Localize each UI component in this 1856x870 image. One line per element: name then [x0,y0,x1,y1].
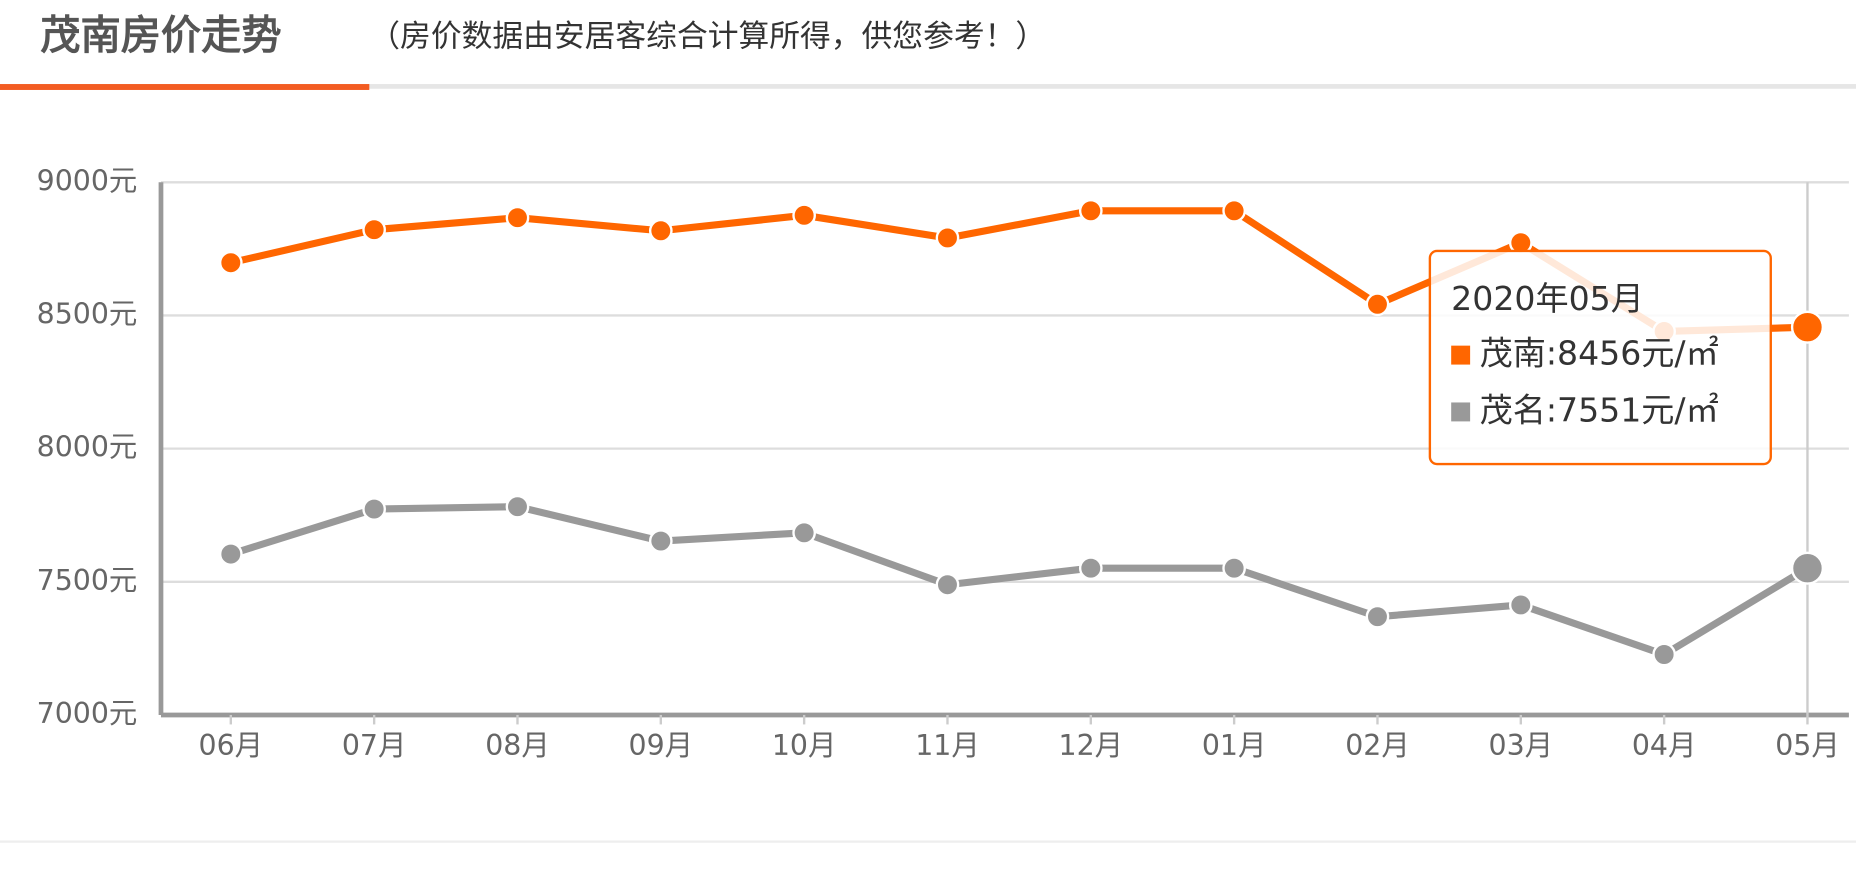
y-tick-label: 8500元 [37,297,138,330]
tooltip-swatch [1451,402,1471,422]
point [1365,292,1390,317]
page-title: 茂南房价走势 [40,13,281,59]
point [1508,593,1533,617]
point [505,494,530,519]
point [1078,556,1103,581]
tooltip-item: 茂名:7551元/㎡ [1480,390,1719,429]
x-tick-label: 08月 [485,729,550,762]
point [218,250,243,275]
point [792,520,816,545]
x-tick-label: 09月 [629,729,694,762]
x-tick-label: 11月 [915,729,980,762]
point [792,203,816,228]
y-tick-label: 9000元 [37,164,138,197]
tooltip-box [1428,249,1772,466]
x-tick-label: 12月 [1059,729,1124,762]
y-tick-label: 8000元 [37,431,138,464]
point [935,572,960,597]
point [1652,642,1676,667]
series-line [229,503,1810,659]
point [648,218,673,243]
point [505,205,530,230]
point [648,529,673,553]
point [362,217,386,242]
tab-active [0,84,370,90]
x-tick-label: 05月 [1775,729,1840,762]
x-tick-label: 06月 [199,729,264,762]
tooltip-swatch [1451,345,1471,365]
point [1078,198,1103,223]
point [1222,556,1246,581]
x-tick-label: 02月 [1345,729,1410,762]
point [1222,198,1246,223]
page-subtitle: （房价数据由安居客综合计算所得，供您参考！） [369,18,1046,54]
point [362,497,386,521]
point [218,542,243,566]
bottom-rule [0,840,1856,843]
tooltip-title: 2020年05月 [1451,279,1644,318]
point [1365,604,1390,629]
x-tick-label: 10月 [772,729,837,762]
point [1790,551,1825,585]
point [935,226,960,250]
y-tick-label: 7000元 [37,697,138,730]
tab-rule [0,84,1856,89]
tooltip-item: 茂南:8456元/㎡ [1480,334,1719,373]
x-tick-label: 03月 [1489,729,1554,762]
x-tick-label: 01月 [1202,729,1267,762]
y-tick-label: 7500元 [37,564,138,597]
point [1790,310,1825,344]
x-tick-label: 07月 [342,729,407,762]
x-tick-label: 04月 [1632,729,1697,762]
